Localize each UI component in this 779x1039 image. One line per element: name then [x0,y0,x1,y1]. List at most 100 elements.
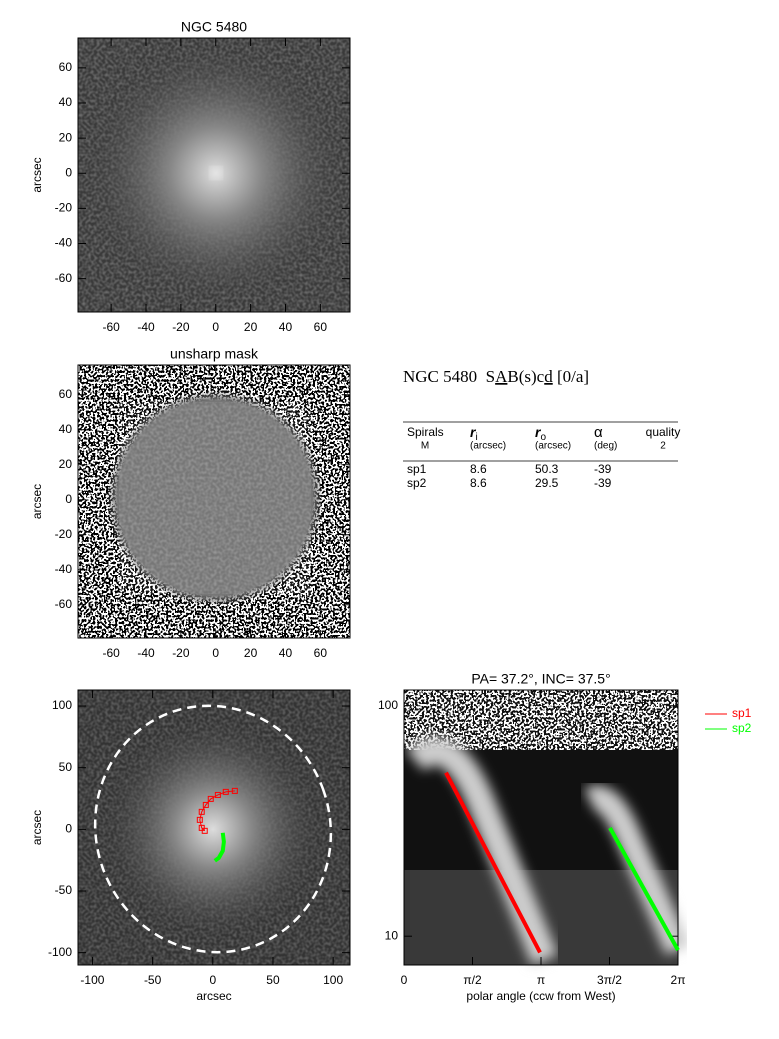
point [222,788,229,795]
y-tick-label: 40 [59,95,73,109]
x-tick-label: 40 [279,646,293,660]
y-axis-label: arcsec [30,810,44,845]
table-cell: 29.5 [535,476,559,490]
gap [477,367,486,386]
point [202,801,209,808]
panel-title: unsharp mask [170,346,259,362]
header-label: α [594,424,603,441]
point [201,827,208,834]
x-tick-label: -20 [172,646,190,660]
x-tick-label: 3π/2 [597,973,622,987]
x-tick-label: 60 [314,320,328,334]
x-tick-label: 20 [244,320,258,334]
series-line [444,771,542,954]
plot-frame [77,37,351,313]
y-tick-label: 20 [59,457,73,471]
x-tick-label: 0 [212,646,219,660]
series-line [213,832,226,863]
header-label: r [535,424,542,440]
table-cell: -39 [594,476,612,490]
image-3 [78,690,350,965]
x-tick-label: 50 [266,973,280,987]
y-tick-label: 50 [59,760,73,774]
point [207,795,214,802]
y-tick-label: -60 [55,597,73,611]
panel-title: PA= 37.2°, INC= 37.5° [471,671,610,687]
y-tick-label: 40 [59,422,73,436]
y-tick-label: 0 [65,165,72,179]
column-unit: (deg) [594,441,617,452]
y-tick-label: 100 [52,698,72,712]
x-tick-label: 60 [314,646,328,660]
x-tick-label: -50 [144,973,162,987]
y-tick-label: -20 [55,201,73,215]
x-tick-label: π [537,973,545,987]
x-tick-label: -100 [80,973,104,987]
x-tick-label: 0 [212,320,219,334]
table-cell: sp1 [407,462,427,476]
column-unit: 2 [660,441,666,452]
classification: B(s)c [507,367,544,386]
table-cell: 50.3 [535,462,559,476]
y-tick-label: -100 [48,945,72,959]
x-tick-label: -20 [172,320,190,334]
point [198,808,205,815]
x-tick-label: -60 [102,320,120,334]
table-title: NGC 5480 SAB(s)cd [0/a] [403,367,589,386]
x-axis-label: arcsec [196,989,231,1003]
y-tick-label: -40 [55,236,73,250]
header-label: Spirals [407,425,444,439]
point [196,816,203,823]
header-index: i [475,432,477,443]
x-axis-label: polar angle (ccw from West) [466,989,615,1003]
classification: A [495,367,508,386]
header-index: o [540,432,546,443]
classification: S [486,367,495,386]
y-tick-label: 60 [59,60,73,74]
x-tick-label: -40 [137,646,155,660]
image-2 [78,365,350,638]
plot-frame [77,364,351,639]
header-label: quality [646,425,681,439]
point [214,791,221,798]
image-4 [404,690,690,966]
x-tick-label: 2π [671,973,686,987]
point [231,787,238,794]
table-cell: -39 [594,462,612,476]
y-axis-label: arcsec [30,157,44,192]
table-cell: 8.6 [470,476,487,490]
x-tick-label: 20 [244,646,258,660]
table-cell: 8.6 [470,462,487,476]
legend-label: sp2 [732,721,752,735]
series-line [608,826,680,952]
header-label: r [470,424,477,440]
x-tick-label: -40 [137,320,155,334]
column-unit: (arcsec) [535,441,571,452]
y-tick-label: -20 [55,527,73,541]
y-tick-label: 20 [59,130,73,144]
table-cell: sp2 [407,476,427,490]
column-unit: (arcsec) [470,441,506,452]
column-header: ri [470,424,478,443]
table: NGC 5480 SAB(s)cd [0/a] [403,367,678,462]
y-tick-label: 100 [378,698,398,712]
y-tick-label: -60 [55,271,73,285]
x-tick-label: -60 [102,646,120,660]
y-tick-label: 0 [65,492,72,506]
x-tick-label: 0 [209,973,216,987]
classification: [0/a] [553,367,589,386]
galaxy-name: NGC 5480 [403,367,477,386]
y-tick-label: -40 [55,562,73,576]
y-tick-label: 10 [385,928,399,942]
y-axis-label: arcsec [30,484,44,519]
y-tick-label: 0 [65,822,72,836]
plot-frame [77,689,351,966]
panel-title: NGC 5480 [181,19,247,35]
x-tick-label: 40 [279,320,293,334]
x-tick-label: 100 [323,973,343,987]
column-header: ro [535,424,546,443]
x-tick-label: 0 [401,973,408,987]
column-header: quality [646,425,681,439]
